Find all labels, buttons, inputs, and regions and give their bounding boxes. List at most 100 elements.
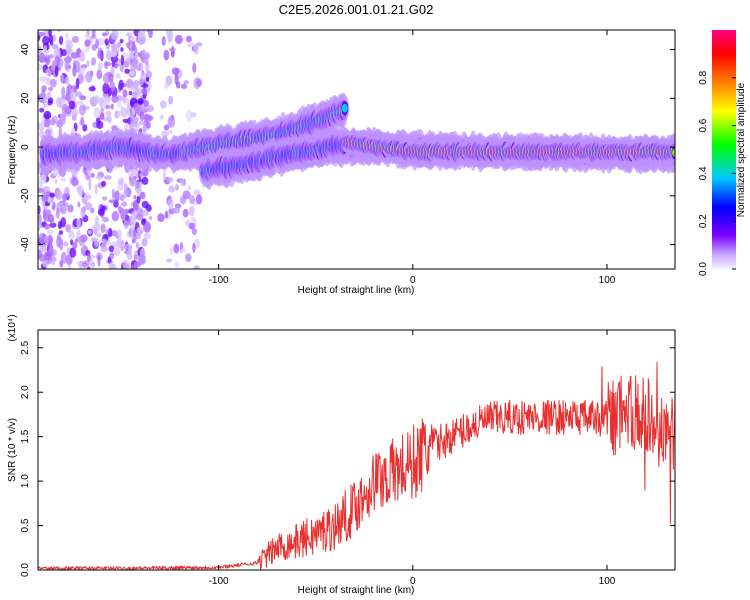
heatmap-panel: -100 0 100 -40 -20 0 20 40 Height of straight … [7, 29, 676, 296]
heatmap-noise-cell [162, 169, 167, 181]
heatmap-noise-cell [191, 227, 198, 236]
heatmap-noise-cell [163, 124, 170, 131]
heatmap-noise-cell [139, 191, 146, 200]
heatmap-noise-cell [84, 33, 90, 40]
heatmap-noise-cell [133, 254, 138, 260]
heatmap-noise-cell [51, 60, 56, 72]
heatmap-noise-cell [124, 243, 132, 251]
heatmap-noise-cell [79, 51, 84, 58]
heatmap-noise-cell [90, 207, 95, 214]
snr-y-label: SNR (10 * v/v) [7, 418, 18, 482]
heatmap-noise-cell [185, 109, 193, 122]
heatmap-noise-cell [97, 62, 104, 70]
heatmap-noise-cell [174, 205, 181, 214]
x-tick-label: 100 [599, 275, 616, 286]
heatmap-noise-cell [145, 204, 152, 212]
heatmap-noise-cell [147, 115, 154, 121]
y-tick-label: 1.5 [20, 429, 31, 443]
heatmap-noise-cell [133, 195, 137, 200]
heatmap-noise-cell [108, 245, 115, 253]
heatmap-noise-cell [121, 201, 128, 207]
heatmap-noise-cell [97, 208, 105, 216]
heatmap-noise-cell [180, 178, 185, 187]
colorbar-label: Normalized spectral amplitude [736, 82, 747, 217]
snr-background [38, 330, 675, 570]
heatmap-noise-cell [47, 196, 52, 204]
heatmap-noise-cell [44, 235, 49, 245]
heatmap-noise-cell [38, 63, 43, 71]
heatmap-noise-cell [87, 266, 91, 269]
heatmap-noise-cell [65, 224, 71, 233]
heatmap-noise-cell [80, 207, 86, 218]
heatmap-noise-cell [117, 95, 124, 102]
heatmap-noise-cell [137, 98, 144, 105]
heatmap-noise-cell [58, 200, 66, 209]
heatmap-noise-cell [141, 176, 149, 185]
heatmap-noise-cell [139, 64, 144, 70]
heatmap-noise-cell [123, 220, 129, 230]
heatmap-noise-cell [72, 65, 77, 78]
heatmap-noise-cell [186, 253, 192, 261]
heatmap-noise-cell [165, 75, 173, 86]
heatmap-noise-cell [136, 195, 141, 204]
heatmap-noise-cell [145, 77, 150, 82]
snr-x-label: Height of straight line (km) [298, 585, 415, 596]
heatmap-noise-cell [117, 41, 121, 48]
heatmap-noise-cell [38, 254, 47, 262]
heatmap-noise-cell [137, 36, 145, 46]
heatmap-noise-cell [163, 49, 170, 61]
heatmap-noise-cell [43, 118, 51, 128]
heatmap-noise-cell [97, 255, 101, 267]
heatmap-noise-cell [42, 35, 50, 46]
heatmap-noise-cell [63, 241, 69, 247]
heatmap-noise-cell [193, 189, 201, 196]
heatmap-noise-cell [124, 68, 130, 74]
heatmap-noise-cell [39, 246, 48, 252]
heatmap-x-label: Height of straight line (km) [298, 285, 415, 296]
x-tick-label: -100 [209, 576, 229, 587]
heatmap-noise-cell [122, 89, 128, 98]
heatmap-noise-cell [139, 227, 146, 233]
heatmap-noise-cell [41, 115, 45, 127]
heatmap-noise-cell [99, 96, 104, 109]
heatmap-frame [37, 29, 676, 270]
heatmap-noise-cell [138, 120, 144, 126]
snr-y-ticks: 0.0 0.5 1.0 1.5 2.0 2.5 [20, 340, 675, 577]
heatmap-noise-cell [175, 81, 181, 89]
heatmap-noise-cell [72, 241, 78, 249]
heatmap-noise-cell [101, 180, 107, 187]
heatmap-noise-cell [117, 110, 121, 118]
heatmap-noise-cell [123, 189, 128, 199]
heatmap-noise-cell [57, 30, 61, 33]
heatmap-noise-cell [68, 263, 72, 269]
heatmap-noise-cell [120, 47, 124, 52]
colorbar: 0.0 0.2 0.4 0.6 0.8 Normalized spectral ampl… [698, 30, 747, 276]
heatmap-noise-cell [93, 107, 101, 119]
heatmap-noise-cell [193, 265, 200, 269]
y-tick-label: 2.0 [20, 385, 31, 399]
heatmap-noise-cell [60, 73, 64, 85]
snr-frame [37, 329, 676, 571]
heatmap-noise-cell [175, 184, 179, 191]
heatmap-noise-cell [76, 100, 84, 105]
heatmap-noise-cell [71, 176, 79, 187]
heatmap-noise-cell [135, 214, 144, 221]
heatmap-noise-cell [76, 236, 82, 243]
heatmap-noise-cell [94, 237, 100, 248]
colorbar-tick-label: 0.6 [698, 118, 709, 132]
heatmap-noise-cell [113, 247, 121, 257]
heatmap-noise-cell [38, 232, 46, 244]
heatmap-noise-cell [114, 63, 118, 69]
heatmap-noise-cell [157, 213, 165, 223]
heatmap-noise-cell [59, 259, 64, 268]
y-tick-label: 0.0 [20, 563, 31, 577]
heatmap-noise-cell [173, 243, 180, 254]
heatmap-noise-cell [38, 196, 41, 204]
heatmap-noise-cell [132, 87, 141, 98]
heatmap-noise-cell [43, 110, 52, 120]
heatmap-noise-cell [132, 116, 139, 123]
heatmap-noise-cell [109, 252, 115, 260]
heatmap-y-ticks: -40 -20 0 20 40 [20, 44, 675, 252]
heatmap-noise-cell [104, 175, 112, 180]
heatmap-noise-cell [50, 40, 54, 46]
